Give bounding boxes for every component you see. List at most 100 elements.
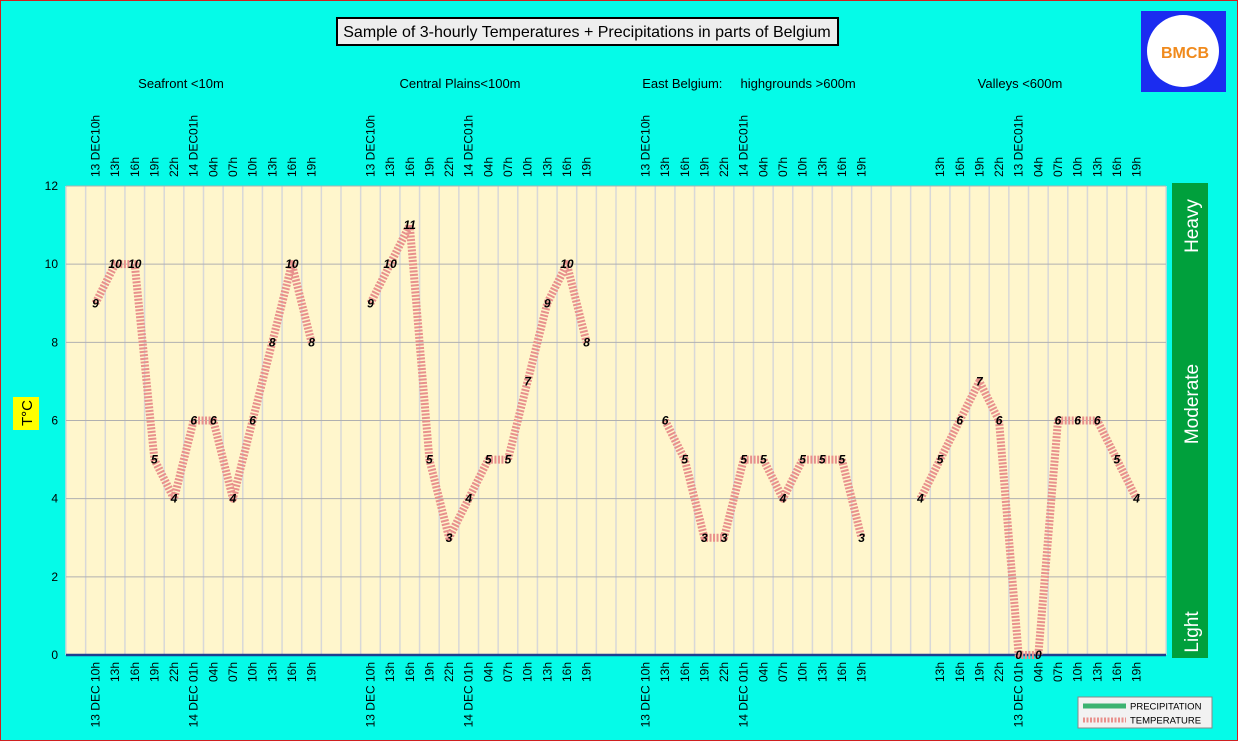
data-label: 6 (190, 414, 197, 428)
x-top-label: 14 DEC01h (462, 115, 476, 177)
intensity-label: Moderate (1182, 364, 1203, 444)
data-label: 5 (760, 453, 767, 467)
x-top-label: 16h (285, 157, 299, 177)
data-label: 0 (1015, 648, 1022, 662)
x-top-label: 04h (481, 157, 495, 177)
x-top-label: 19h (1130, 157, 1144, 177)
data-label: 7 (524, 374, 532, 388)
x-tick-label: 13h (265, 662, 279, 682)
x-tick-label: 13 DEC 10h (88, 662, 102, 727)
data-label: 9 (544, 296, 551, 310)
x-top-label: 10h (246, 157, 260, 177)
x-top-label: 13 DEC10h (363, 115, 377, 177)
x-tick-label: 07h (226, 662, 240, 682)
intensity-label: Heavy (1182, 199, 1203, 253)
data-label: 3 (858, 531, 865, 545)
x-tick-label: 04h (1031, 662, 1045, 682)
x-tick-label: 16h (128, 662, 142, 682)
x-tick-label: 04h (481, 662, 495, 682)
logo-text: BMCB (1161, 45, 1209, 62)
grid (65, 185, 1167, 656)
y-tick-label: 6 (51, 414, 58, 428)
x-top-label: 07h (226, 157, 240, 177)
x-top-label: 16h (560, 157, 574, 177)
y-tick-label: 8 (51, 335, 58, 349)
x-top-label: 13h (933, 157, 947, 177)
data-label: 5 (681, 453, 688, 467)
section-label: East Belgium: highgrounds >600m (642, 76, 856, 91)
y-tick-label: 10 (45, 257, 59, 271)
logo-circle (1147, 15, 1219, 87)
x-tick-label: 13h (658, 662, 672, 682)
data-label: 10 (560, 257, 574, 271)
x-top-label: 13h (383, 157, 397, 177)
data-label: 4 (779, 492, 787, 506)
x-top-label: 07h (776, 157, 790, 177)
x-tick-label: 19h (972, 662, 986, 682)
data-label: 6 (1094, 414, 1101, 428)
data-label: 6 (1055, 414, 1062, 428)
x-tick-label: 16h (1110, 662, 1124, 682)
x-top-label: 13 DEC10h (88, 115, 102, 177)
x-top-label: 13h (815, 157, 829, 177)
data-label: 4 (170, 492, 178, 506)
x-tick-label: 10h (246, 662, 260, 682)
intensity-label: Light (1182, 611, 1203, 653)
legend-label: PRECIPITATION (1130, 702, 1202, 713)
x-top-label: 22h (442, 157, 456, 177)
x-top-label: 19h (422, 157, 436, 177)
x-top-label: 13h (265, 157, 279, 177)
x-tick-label: 19h (855, 662, 869, 682)
x-tick-label: 19h (580, 662, 594, 682)
x-tick-label: 10h (521, 662, 535, 682)
data-label: 5 (799, 453, 806, 467)
x-top-label: 19h (305, 157, 319, 177)
x-tick-label: 13 DEC 01h (1012, 662, 1026, 727)
x-top-label: 13h (658, 157, 672, 177)
x-top-label: 04h (206, 157, 220, 177)
x-top-label: 10h (521, 157, 535, 177)
x-tick-label: 10h (796, 662, 810, 682)
x-tick-label: 13h (108, 662, 122, 682)
intensity-bar (1172, 183, 1208, 658)
x-top-label: 16h (953, 157, 967, 177)
x-tick-label: 16h (953, 662, 967, 682)
y-axis-label: T°C (19, 400, 36, 426)
x-tick-label: 19h (305, 662, 319, 682)
x-top-label: 10h (1071, 157, 1085, 177)
x-top-label: 04h (756, 157, 770, 177)
x-tick-label: 07h (776, 662, 790, 682)
x-top-label: 07h (1051, 157, 1065, 177)
data-label: 4 (229, 492, 237, 506)
legend-items: PRECIPITATION TEMPERATURE (1083, 702, 1202, 727)
data-label: 3 (446, 531, 453, 545)
legend (1077, 696, 1213, 729)
x-tick-label: 07h (501, 662, 515, 682)
x-tick-label: 13h (383, 662, 397, 682)
x-top-label: 22h (167, 157, 181, 177)
data-label: 3 (721, 531, 728, 545)
x-tick-label: 14 DEC 01h (737, 662, 751, 727)
x-top-label: 16h (128, 157, 142, 177)
x-top-label: 04h (1031, 157, 1045, 177)
x-top-label: 16h (678, 157, 692, 177)
x-tick-label: 16h (403, 662, 417, 682)
data-label: 6 (1074, 414, 1081, 428)
data-label: 5 (819, 453, 826, 467)
y-tick-label: 0 (51, 648, 58, 662)
x-tick-label: 13h (815, 662, 829, 682)
title-box (336, 17, 839, 46)
x-tick-label: 22h (167, 662, 181, 682)
x-top-label: 19h (972, 157, 986, 177)
data-label: 6 (210, 414, 217, 428)
data-label: 4 (1132, 492, 1140, 506)
x-tick-label: 22h (992, 662, 1006, 682)
data-label: 6 (996, 414, 1003, 428)
data-label: 10 (383, 257, 397, 271)
x-tick-label: 16h (678, 662, 692, 682)
y-tick-label: 2 (51, 570, 58, 584)
x-top-label: 22h (992, 157, 1006, 177)
x-tick-label: 14 DEC 01h (462, 662, 476, 727)
x-top-label: 16h (1110, 157, 1124, 177)
